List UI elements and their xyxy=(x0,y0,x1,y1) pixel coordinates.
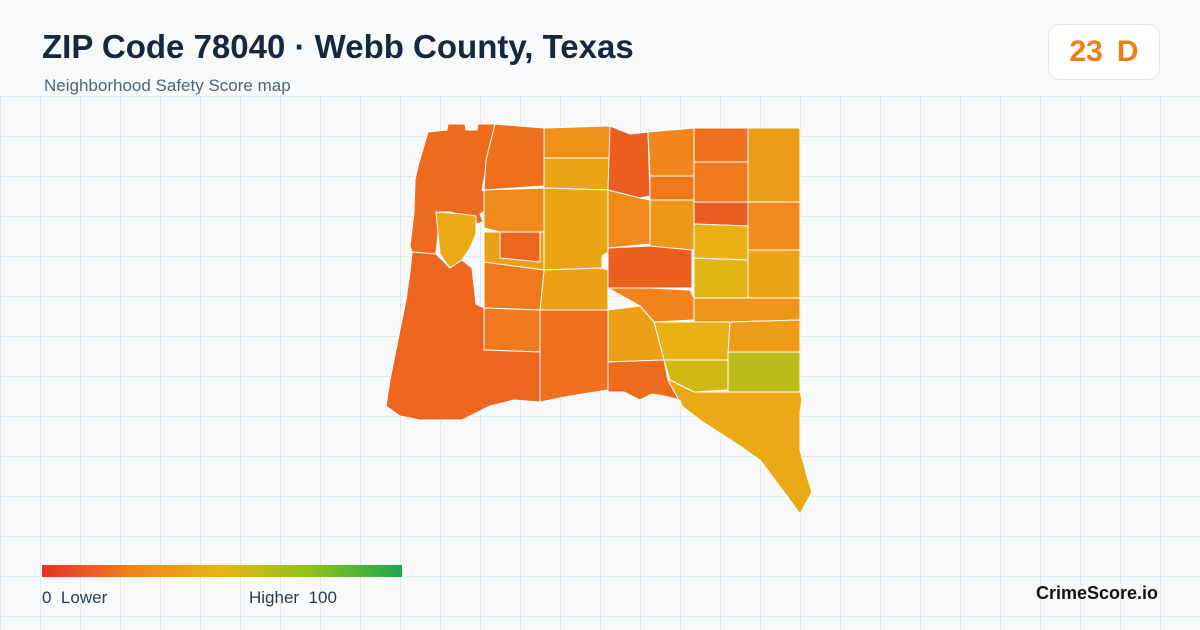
census-tract-19[interactable] xyxy=(693,257,749,299)
legend-max-label: Higher xyxy=(249,588,300,607)
census-tract-34[interactable] xyxy=(663,359,729,393)
census-tract-13[interactable] xyxy=(607,189,651,249)
census-tract-30[interactable] xyxy=(727,319,801,355)
census-tract-29[interactable] xyxy=(653,321,731,361)
legend-max-value: 100 xyxy=(308,588,337,607)
census-tract-18[interactable] xyxy=(747,249,801,299)
census-tract-33[interactable] xyxy=(607,305,665,363)
census-tract-23[interactable] xyxy=(435,211,477,269)
census-tract-9[interactable] xyxy=(649,175,695,201)
census-tract-26[interactable] xyxy=(693,297,801,323)
census-tract-2[interactable] xyxy=(483,123,545,191)
census-tract-37[interactable] xyxy=(607,359,683,407)
census-tract-15[interactable] xyxy=(747,201,801,251)
census-tract-22[interactable] xyxy=(607,245,693,291)
page-subtitle: Neighborhood Safety Score map xyxy=(44,76,291,95)
legend-min-label: Lower xyxy=(60,588,108,607)
score-grade: D xyxy=(1116,35,1139,68)
census-tract-8[interactable] xyxy=(647,127,695,177)
census-tract-21[interactable] xyxy=(499,231,541,263)
census-tract-14[interactable] xyxy=(693,201,749,227)
legend-max: Higher 100 xyxy=(249,588,337,608)
census-tract-17[interactable] xyxy=(693,223,749,261)
legend-min: 0 Lower xyxy=(42,588,107,608)
page-title: ZIP Code 78040 · Webb County, Texas xyxy=(42,28,634,65)
census-tract-3[interactable] xyxy=(543,125,611,159)
legend-gradient-bar xyxy=(42,565,402,577)
census-tract-24[interactable] xyxy=(539,267,609,311)
census-tract-5[interactable] xyxy=(483,187,545,233)
census-tract-25[interactable] xyxy=(483,261,545,311)
census-tract-36[interactable] xyxy=(667,379,813,515)
census-tract-12[interactable] xyxy=(693,161,749,203)
census-tract-28[interactable] xyxy=(483,307,541,353)
census-tract-16[interactable] xyxy=(649,199,695,251)
census-tract-35[interactable] xyxy=(727,351,801,393)
census-tract-31[interactable] xyxy=(385,251,541,421)
score-value: 23 xyxy=(1069,35,1103,68)
census-tract-7[interactable] xyxy=(607,125,651,199)
legend-min-value: 0 xyxy=(42,588,52,607)
census-tract-4[interactable] xyxy=(543,157,611,191)
census-tract-10[interactable] xyxy=(693,127,749,163)
census-tract-11[interactable] xyxy=(747,127,801,203)
census-tract-6[interactable] xyxy=(543,187,609,271)
census-tract-32[interactable] xyxy=(539,309,609,403)
safety-score-badge: 23 D xyxy=(1048,24,1160,80)
brand-logo-text: CrimeScore.io xyxy=(1035,583,1158,603)
